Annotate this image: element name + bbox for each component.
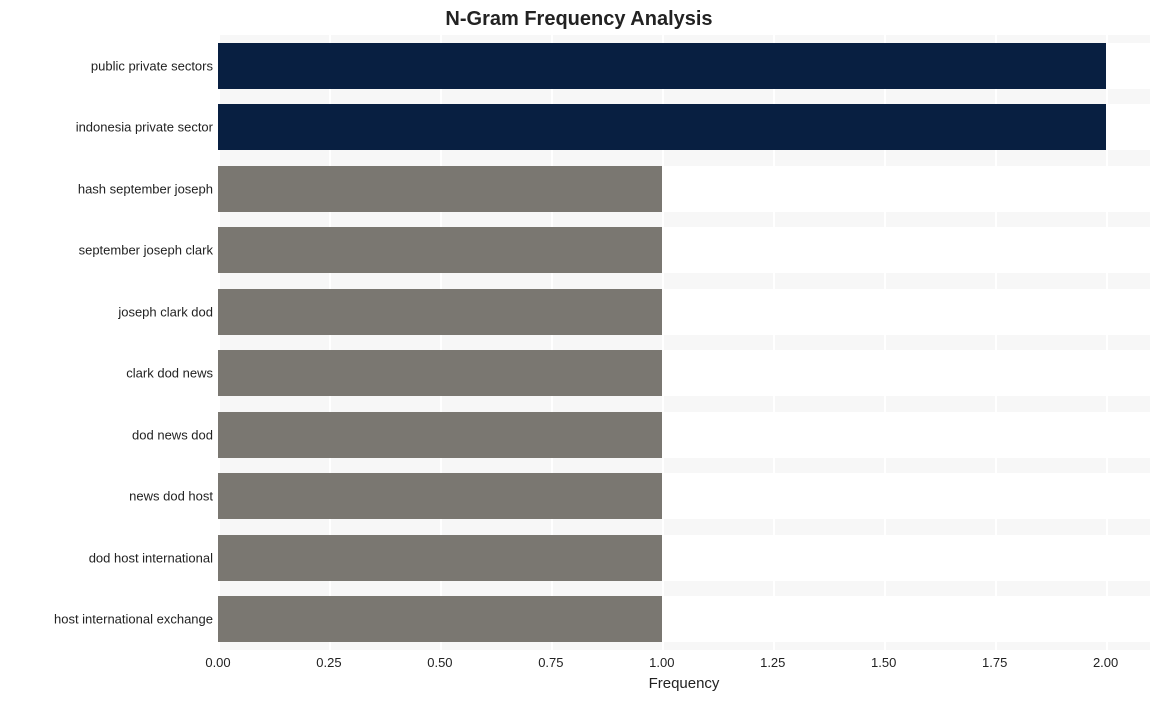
y-tick-label: public private sectors [91, 58, 213, 73]
y-tick-label: clark dod news [126, 366, 213, 381]
bar-slot [218, 227, 1150, 273]
bar [218, 412, 662, 458]
x-tick-label: 1.00 [649, 655, 674, 670]
x-axis-title: Frequency [218, 675, 1150, 692]
bar [218, 350, 662, 396]
x-tick-label: 0.00 [205, 655, 230, 670]
bar-slot [218, 412, 1150, 458]
y-tick-label: dod news dod [132, 427, 213, 442]
y-tick-label: dod host international [89, 550, 213, 565]
x-tick-label: 0.50 [427, 655, 452, 670]
x-tick-label: 1.25 [760, 655, 785, 670]
bar [218, 596, 662, 642]
bar-slot [218, 104, 1150, 150]
bar [218, 535, 662, 581]
bar-slot [218, 596, 1150, 642]
bar [218, 227, 662, 273]
bar [218, 289, 662, 335]
bar-slot [218, 350, 1150, 396]
y-tick-label: indonesia private sector [76, 120, 213, 135]
x-tick-label: 1.75 [982, 655, 1007, 670]
x-tick-label: 0.75 [538, 655, 563, 670]
ngram-frequency-chart: N-Gram Frequency Analysis Frequency publ… [0, 0, 1158, 701]
y-tick-label: news dod host [129, 489, 213, 504]
bar-slot [218, 166, 1150, 212]
plot-area [218, 35, 1150, 650]
x-tick-label: 1.50 [871, 655, 896, 670]
bar [218, 166, 662, 212]
bar-slot [218, 473, 1150, 519]
chart-title: N-Gram Frequency Analysis [0, 8, 1158, 31]
bar-slot [218, 289, 1150, 335]
y-tick-label: joseph clark dod [118, 304, 213, 319]
x-tick-label: 0.25 [316, 655, 341, 670]
x-tick-label: 2.00 [1093, 655, 1118, 670]
y-tick-label: hash september joseph [78, 181, 213, 196]
y-tick-label: host international exchange [54, 612, 213, 627]
bar [218, 473, 662, 519]
bar [218, 43, 1106, 89]
bar-slot [218, 535, 1150, 581]
bar-slot [218, 43, 1150, 89]
bar [218, 104, 1106, 150]
y-tick-label: september joseph clark [79, 243, 213, 258]
